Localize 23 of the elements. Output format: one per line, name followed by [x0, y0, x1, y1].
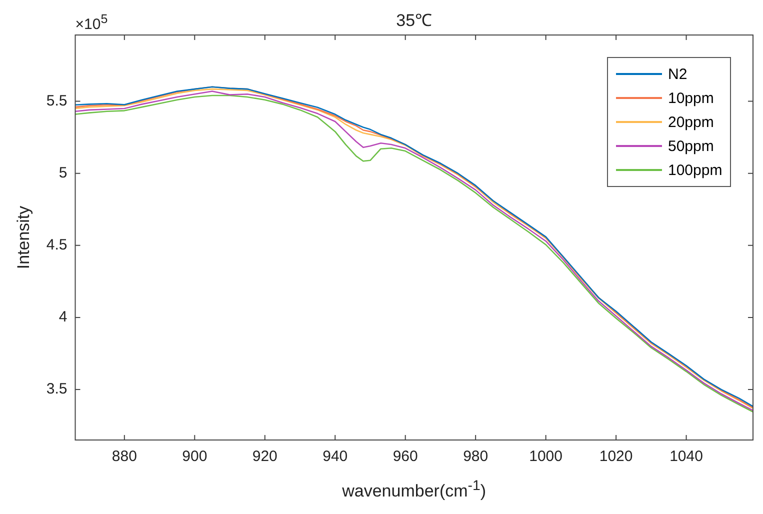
x-tick-label: 920	[252, 448, 278, 466]
legend-label: N2	[668, 66, 688, 82]
legend-label: 100ppm	[668, 162, 722, 178]
legend-label: 10ppm	[668, 90, 714, 106]
x-tick-label: 960	[392, 448, 418, 466]
legend-label: 20ppm	[668, 114, 714, 130]
y-axis-title: Intensity	[14, 205, 33, 270]
x-tick-label: 880	[112, 448, 137, 466]
y-tick-label: 3.5	[46, 380, 68, 398]
y-tick-label: 4	[58, 308, 68, 326]
x-tick-label: 980	[463, 448, 488, 466]
y-tick-label: 5	[58, 164, 68, 182]
x-tick-label: 1000	[529, 448, 562, 466]
y-tick-label: 5.5	[46, 92, 68, 110]
chart-title: 35℃	[396, 10, 432, 31]
x-tick-label: 1020	[599, 448, 633, 466]
x-axis-title: wavenumber(cm$^{-1}$)	[342, 478, 486, 502]
legend-label: 50ppm	[668, 138, 714, 154]
x-tick-label: 940	[322, 448, 348, 466]
text: ×10$^{5}$	[75, 12, 108, 33]
x-tick-label: 900	[182, 448, 208, 466]
y-tick-label: 4.5	[46, 236, 68, 254]
x-tick-label: 1040	[670, 448, 703, 466]
